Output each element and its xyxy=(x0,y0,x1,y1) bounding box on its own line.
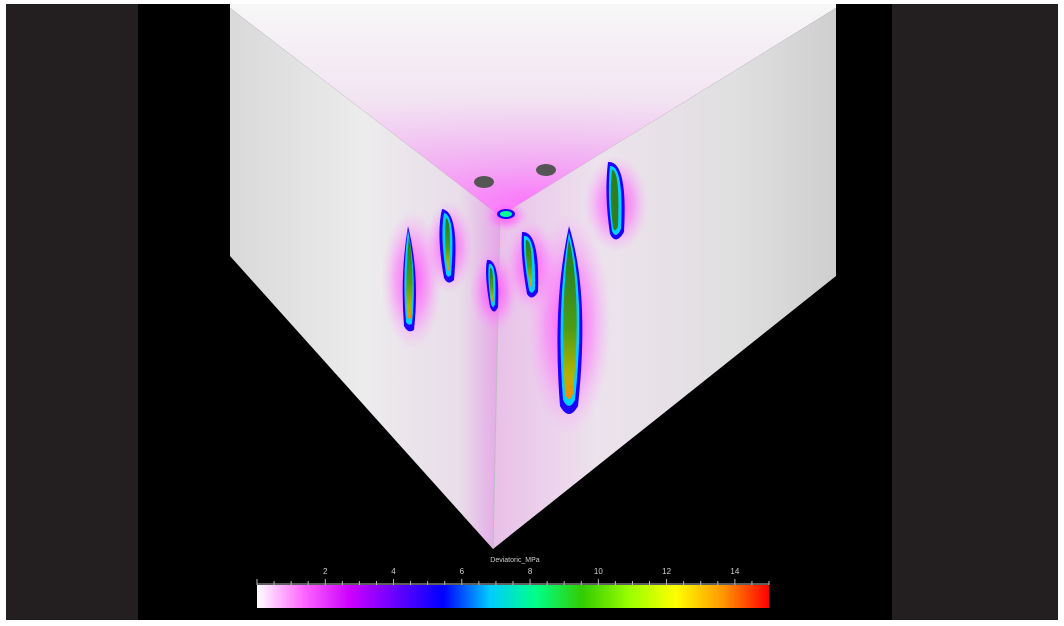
colorbar-tick-label: 14 xyxy=(730,567,740,576)
colorbar-minor-ticks xyxy=(256,579,770,585)
stress-block-scene xyxy=(230,4,836,608)
fracture-core xyxy=(521,231,539,298)
fracture-zones xyxy=(382,156,648,434)
block-top-face-glow xyxy=(230,4,836,216)
colorbar-title: Deviatoric_MPa xyxy=(490,557,540,564)
fracture-core xyxy=(557,226,583,414)
colorbar-tick-label: 4 xyxy=(391,567,396,576)
fracture-core xyxy=(402,226,416,332)
colorbar xyxy=(256,579,770,608)
colorbar-tick-label: 8 xyxy=(527,567,533,576)
video-frame: Deviatoric_MPa 2 4 6 8 10 12 14 xyxy=(6,4,1058,620)
fracture-core xyxy=(606,161,625,240)
colorbar-tick-label: 6 xyxy=(459,567,465,576)
borehole-opening xyxy=(536,164,556,176)
fracture-core xyxy=(486,259,499,312)
borehole-opening xyxy=(474,176,494,188)
colorbar-tick-label: 12 xyxy=(662,567,672,576)
colorbar-tick-labels: 2 4 6 8 10 12 14 xyxy=(257,567,769,587)
colorbar-tick-label: 2 xyxy=(323,567,328,576)
render-viewport: Deviatoric_MPa 2 4 6 8 10 12 14 xyxy=(138,4,892,620)
colorbar-gradient xyxy=(257,585,769,608)
block-left-face xyxy=(230,8,500,549)
fracture-core xyxy=(497,209,515,219)
fracture-core xyxy=(439,209,456,283)
colorbar-tick-label: 10 xyxy=(593,567,603,576)
